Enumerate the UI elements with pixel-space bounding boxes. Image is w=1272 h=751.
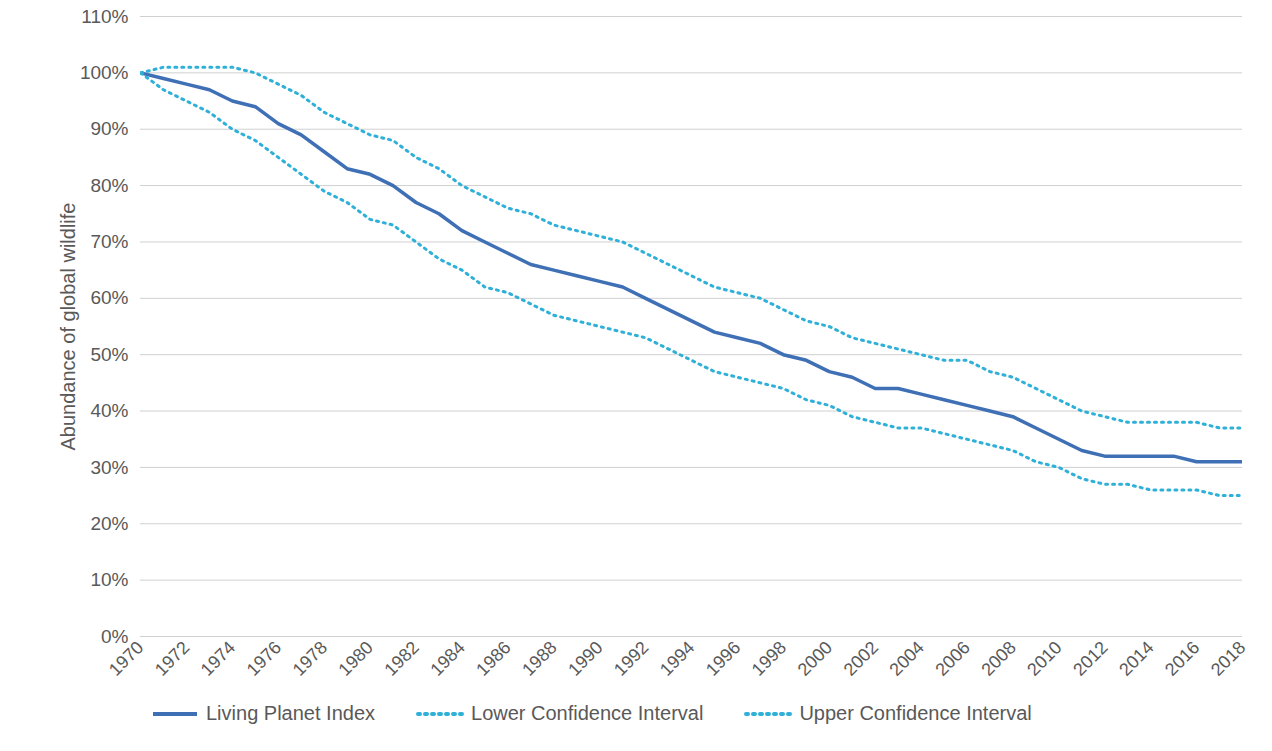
svg-text:70%: 70% [90,231,128,252]
svg-text:2014: 2014 [1115,637,1157,679]
svg-text:1976: 1976 [243,637,285,679]
svg-text:1996: 1996 [702,637,744,679]
svg-text:2004: 2004 [886,637,928,679]
svg-text:1986: 1986 [472,637,514,679]
svg-text:90%: 90% [90,118,128,139]
svg-text:2010: 2010 [1023,637,1065,679]
svg-text:1998: 1998 [748,637,790,679]
svg-text:100%: 100% [80,62,129,83]
svg-text:1992: 1992 [610,637,652,679]
html-text:Upper Confidence Interval: Upper Confidence Interval [799,702,1032,724]
svg-text:80%: 80% [90,175,128,196]
svg-text:50%: 50% [90,344,128,365]
svg-text:1994: 1994 [656,637,698,679]
svg-text:60%: 60% [90,287,128,308]
svg-text:2008: 2008 [977,637,1019,679]
svg-text:1982: 1982 [380,637,422,679]
svg-text:2018: 2018 [1207,637,1249,679]
svg-text:1990: 1990 [564,637,606,679]
html-text:Living Planet Index: Living Planet Index [206,702,375,724]
svg-text:1980: 1980 [335,637,377,679]
svg-text:1974: 1974 [197,637,239,679]
svg-text:110%: 110% [81,6,128,27]
svg-text:1984: 1984 [426,637,468,679]
svg-text:2006: 2006 [931,637,973,679]
svg-text:10%: 10% [90,569,128,590]
html-text:Lower Confidence Interval: Lower Confidence Interval [471,702,704,724]
svg-text:30%: 30% [90,456,128,477]
svg-text:2000: 2000 [794,637,836,679]
svg-text:1972: 1972 [151,637,193,679]
svg-text:2002: 2002 [840,637,882,679]
svg-text:2016: 2016 [1161,637,1203,679]
svg-text:20%: 20% [90,513,128,534]
svg-text:40%: 40% [90,400,128,421]
svg-text:2012: 2012 [1069,637,1111,679]
svg-text:0%: 0% [101,626,129,647]
svg-text:Abundance of global wildlife: Abundance of global wildlife [57,203,79,451]
svg-text:1988: 1988 [518,637,560,679]
svg-text:1978: 1978 [289,637,331,679]
svg-text:1970: 1970 [105,637,147,679]
